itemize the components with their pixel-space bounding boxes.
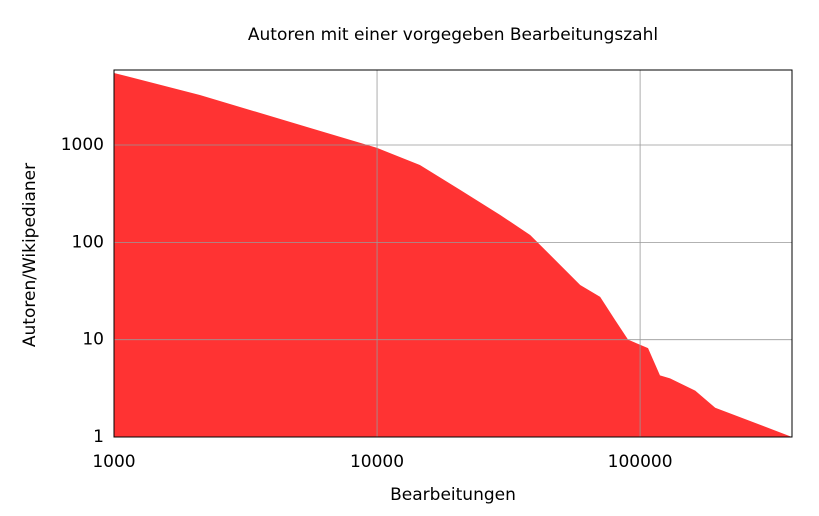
- y-tick-label: 10: [82, 330, 104, 350]
- x-tick-label: 1000: [92, 452, 135, 472]
- y-tick-label: 100: [72, 232, 104, 252]
- x-tick-label: 100000: [608, 452, 673, 472]
- chart-title: Autoren mit einer vorgegeben Bearbeitung…: [248, 25, 658, 45]
- y-axis-label: Autoren/Wikipedianer: [20, 163, 40, 347]
- x-axis-label: Bearbeitungen: [390, 485, 516, 505]
- x-tick-label: 10000: [350, 452, 404, 472]
- area: [114, 72, 792, 438]
- y-tick-label: 1: [93, 427, 104, 447]
- y-tick-label: 1000: [61, 135, 104, 155]
- plot-frame: [113, 69, 793, 438]
